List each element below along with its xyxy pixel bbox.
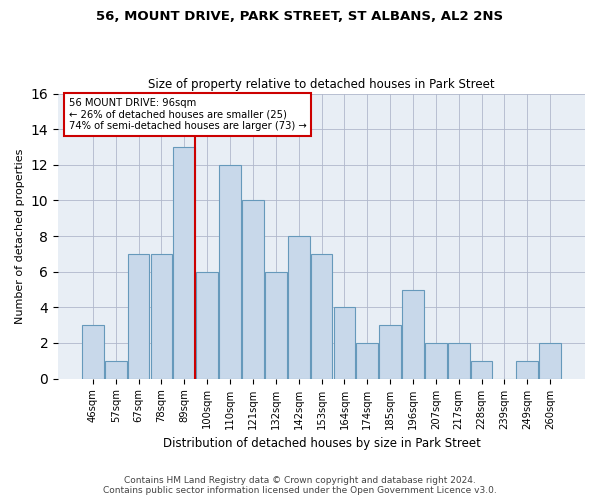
Bar [356,343,378,378]
Bar [539,343,561,378]
Bar [379,325,401,378]
Text: 56 MOUNT DRIVE: 96sqm
← 26% of detached houses are smaller (25)
74% of semi-deta: 56 MOUNT DRIVE: 96sqm ← 26% of detached … [68,98,307,131]
Title: Size of property relative to detached houses in Park Street: Size of property relative to detached ho… [148,78,495,91]
X-axis label: Distribution of detached houses by size in Park Street: Distribution of detached houses by size … [163,437,481,450]
Bar [425,343,447,378]
Bar [311,254,332,378]
Text: 56, MOUNT DRIVE, PARK STREET, ST ALBANS, AL2 2NS: 56, MOUNT DRIVE, PARK STREET, ST ALBANS,… [97,10,503,23]
Bar [242,200,264,378]
Bar [82,325,104,378]
Bar [402,290,424,378]
Bar [448,343,470,378]
Bar [196,272,218,378]
Bar [105,361,127,378]
Bar [288,236,310,378]
Bar [151,254,172,378]
Bar [471,361,493,378]
Bar [128,254,149,378]
Text: Contains HM Land Registry data © Crown copyright and database right 2024.
Contai: Contains HM Land Registry data © Crown c… [103,476,497,495]
Bar [219,165,241,378]
Bar [334,308,355,378]
Bar [265,272,287,378]
Bar [173,147,195,378]
Bar [517,361,538,378]
Y-axis label: Number of detached properties: Number of detached properties [15,148,25,324]
